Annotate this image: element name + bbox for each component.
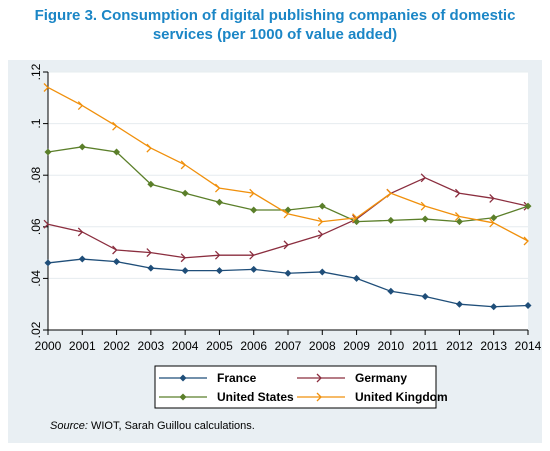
data-point-germany xyxy=(77,227,84,237)
y-tick-label: .02 xyxy=(29,321,43,338)
data-point-germany xyxy=(112,245,118,255)
data-point-united-kingdom xyxy=(146,143,152,153)
data-point-united-states xyxy=(455,218,463,226)
x-tick-label: 2010 xyxy=(378,339,405,353)
data-point-united-kingdom xyxy=(489,218,495,228)
data-point-france xyxy=(387,287,395,295)
data-point-germany xyxy=(420,173,427,183)
data-point-france xyxy=(455,300,463,308)
source-label: Source: xyxy=(50,420,88,432)
x-tick-label: 2000 xyxy=(35,339,62,353)
data-point-france xyxy=(318,268,326,276)
data-point-france xyxy=(215,267,223,275)
data-point-france xyxy=(353,274,361,282)
data-point-france xyxy=(147,264,155,272)
x-tick-label: 2014 xyxy=(515,339,542,353)
data-point-united-kingdom xyxy=(112,121,118,131)
data-point-germany xyxy=(454,188,461,198)
data-point-united-kingdom xyxy=(386,188,392,198)
data-point-united-kingdom xyxy=(420,201,427,211)
data-point-france xyxy=(250,265,258,273)
data-point-united-states xyxy=(524,202,532,210)
data-point-germany xyxy=(146,248,152,258)
legend-label-united-states: United States xyxy=(217,390,294,404)
legend-marker-united-kingdom xyxy=(316,392,322,402)
data-point-france xyxy=(78,255,86,263)
data-point-united-states xyxy=(318,202,326,210)
data-point-united-kingdom xyxy=(77,101,84,110)
data-point-france xyxy=(421,292,429,300)
data-point-germany xyxy=(180,253,187,263)
data-point-united-states xyxy=(78,143,86,151)
data-point-france xyxy=(44,259,52,267)
legend-label-france: France xyxy=(217,371,257,385)
x-tick-label: 2011 xyxy=(412,339,438,353)
y-tick-label: .1 xyxy=(29,118,43,128)
data-point-united-kingdom xyxy=(317,217,324,227)
data-point-united-kingdom xyxy=(249,188,255,198)
source-note: Source: WIOT, Sarah Guillou calculations… xyxy=(50,420,255,432)
legend-marker-germany xyxy=(316,373,322,383)
x-tick-label: 2008 xyxy=(309,339,336,353)
data-point-france xyxy=(181,267,189,275)
data-point-germany xyxy=(317,230,324,239)
x-tick-label: 2004 xyxy=(172,339,199,353)
data-point-united-states xyxy=(490,214,498,222)
data-point-united-states xyxy=(215,198,223,206)
x-tick-label: 2002 xyxy=(103,339,130,353)
data-point-united-kingdom xyxy=(43,83,49,92)
data-point-united-states xyxy=(387,216,395,224)
data-point-france xyxy=(490,303,498,311)
data-point-united-states xyxy=(113,148,121,156)
y-tick-label: .06 xyxy=(29,218,43,235)
data-point-united-states xyxy=(147,180,155,188)
data-point-united-states xyxy=(181,189,189,197)
x-tick-label: 2013 xyxy=(480,339,507,353)
plot-area xyxy=(48,72,528,330)
data-point-germany xyxy=(43,219,49,229)
x-tick-label: 2006 xyxy=(240,339,267,353)
data-point-united-kingdom xyxy=(523,236,529,246)
data-point-france xyxy=(284,269,292,277)
x-tick-label: 2009 xyxy=(343,339,370,353)
legend-label-united-kingdom: United Kingdom xyxy=(355,390,448,404)
legend-label-germany: Germany xyxy=(355,371,407,385)
chart-title-line-2: services (per 1000 of value added) xyxy=(152,26,398,43)
data-point-germany xyxy=(214,250,221,260)
source-text: WIOT, Sarah Guillou calculations. xyxy=(87,420,255,432)
x-tick-label: 2001 xyxy=(69,339,96,353)
data-point-united-states xyxy=(421,215,429,223)
x-tick-label: 2005 xyxy=(206,339,233,353)
chart-title: Figure 3. Consumption of digital publish… xyxy=(0,6,550,44)
legend xyxy=(154,365,437,409)
data-point-germany xyxy=(489,193,495,203)
y-tick-label: .12 xyxy=(29,63,43,80)
data-point-germany xyxy=(249,250,255,260)
legend-marker-france xyxy=(179,374,187,382)
data-point-france xyxy=(113,258,121,266)
legend-marker-united-states xyxy=(179,393,187,401)
data-point-united-states xyxy=(250,206,258,214)
data-point-united-kingdom xyxy=(454,212,461,221)
data-point-germany xyxy=(283,240,289,250)
x-tick-label: 2012 xyxy=(446,339,473,353)
data-point-united-kingdom xyxy=(283,209,289,219)
data-point-united-kingdom xyxy=(214,183,221,193)
data-point-france xyxy=(524,301,532,309)
data-point-united-kingdom xyxy=(352,213,358,223)
y-tick-label: .08 xyxy=(29,167,43,184)
x-tick-label: 2007 xyxy=(275,339,302,353)
chart-title-line-1: Figure 3. Consumption of digital publish… xyxy=(34,7,516,24)
x-tick-label: 2003 xyxy=(138,339,165,353)
data-point-united-states xyxy=(44,148,52,156)
y-tick-label: .04 xyxy=(29,270,43,287)
data-point-united-kingdom xyxy=(180,160,187,170)
